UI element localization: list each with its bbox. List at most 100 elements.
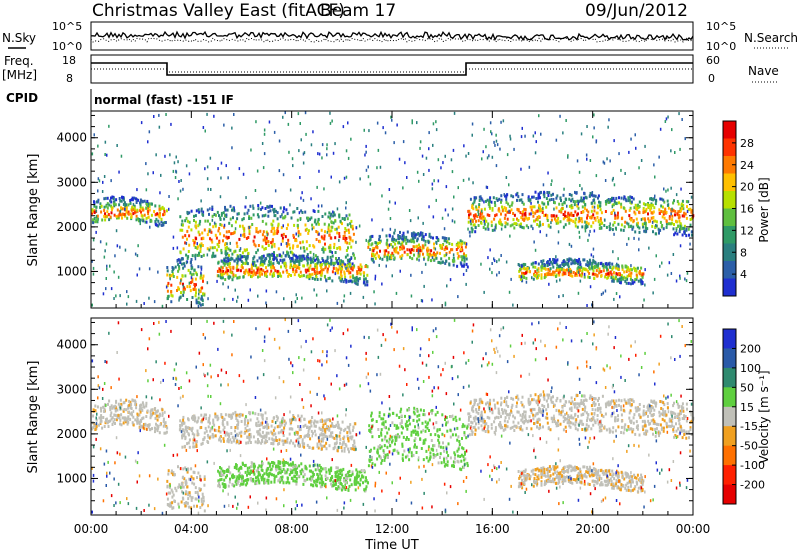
heatmap-cell <box>273 274 275 277</box>
heatmap-cell <box>587 269 589 273</box>
heatmap-cell <box>541 211 544 214</box>
heatmap-cell <box>457 243 460 247</box>
heatmap-cell <box>607 125 609 129</box>
heatmap-cell <box>322 444 325 448</box>
heatmap-cell <box>161 408 164 412</box>
heatmap-cell <box>455 248 458 251</box>
heatmap-cell <box>532 227 534 231</box>
heatmap-cell <box>675 219 677 223</box>
heatmap-cell <box>338 434 341 438</box>
heatmap-cell <box>474 196 477 200</box>
heatmap-cell <box>670 149 672 153</box>
heatmap-cell <box>583 196 585 200</box>
heatmap-cell <box>307 229 310 233</box>
heatmap-cell <box>362 475 365 479</box>
heatmap-cell <box>435 198 437 202</box>
heatmap-cell <box>312 252 315 256</box>
heatmap-cell <box>280 226 283 230</box>
heatmap-cell <box>182 284 185 288</box>
heatmap-cell <box>410 238 413 242</box>
heatmap-cell <box>557 230 560 234</box>
heatmap-cell <box>170 283 173 287</box>
heatmap-cell <box>379 165 382 169</box>
heatmap-cell <box>625 276 628 280</box>
heatmap-cell <box>185 481 188 485</box>
heatmap-cell <box>304 210 307 214</box>
heatmap-cell <box>155 422 157 426</box>
heatmap-cell <box>143 199 146 203</box>
heatmap-cell <box>223 297 226 301</box>
heatmap-cell <box>468 209 471 213</box>
heatmap-cell <box>186 501 189 505</box>
heatmap-cell <box>132 399 135 403</box>
heatmap-cell <box>465 242 468 246</box>
heatmap-cell <box>463 259 466 263</box>
heatmap-cell <box>445 240 448 244</box>
heatmap-cell <box>683 230 686 234</box>
heatmap-cell <box>314 254 317 258</box>
heatmap-cell <box>139 204 142 208</box>
heatmap-cell <box>298 149 300 153</box>
heatmap-cell <box>616 202 618 205</box>
heatmap-cell <box>301 240 304 244</box>
heatmap-cell <box>548 272 551 276</box>
heatmap-cell <box>295 464 298 468</box>
heatmap-cell <box>540 259 543 263</box>
heatmap-cell <box>280 423 283 427</box>
heatmap-cell <box>252 273 255 277</box>
heatmap-cell <box>319 477 322 481</box>
heatmap-cell <box>590 224 593 228</box>
heatmap-cell <box>488 200 491 204</box>
heatmap-cell <box>612 203 615 207</box>
heatmap-cell <box>550 221 552 225</box>
heatmap-cell <box>202 499 205 503</box>
heatmap-cell <box>193 214 195 218</box>
heatmap-cell <box>351 470 354 474</box>
heatmap-cell <box>308 244 311 248</box>
heatmap-cell <box>266 233 269 237</box>
heatmap-cell <box>494 225 497 229</box>
heatmap-cell <box>122 196 125 199</box>
heatmap-cell <box>523 267 526 271</box>
heatmap-cell <box>450 248 452 252</box>
heatmap-cell <box>500 198 503 202</box>
heatmap-cell <box>328 223 330 227</box>
heatmap-cell <box>654 219 657 223</box>
heatmap-cell <box>562 213 565 216</box>
heatmap-cell <box>282 442 285 446</box>
heatmap-cell <box>166 269 169 273</box>
heatmap-cell <box>335 466 338 470</box>
heatmap-cell <box>147 140 149 144</box>
heatmap-cell <box>263 235 266 239</box>
heatmap-cell <box>148 208 151 212</box>
heatmap-cell <box>319 485 322 489</box>
heatmap-cell <box>261 415 264 419</box>
heatmap-cell <box>627 225 630 229</box>
heatmap-cell <box>432 236 434 240</box>
heatmap-cell <box>330 175 332 179</box>
heatmap-cell <box>253 242 256 246</box>
heatmap-cell <box>572 259 575 263</box>
heatmap-cell <box>653 277 656 281</box>
heatmap-cell <box>175 489 178 493</box>
heatmap-cell <box>569 267 572 271</box>
heatmap-cell <box>118 170 120 174</box>
heatmap-cell <box>259 229 262 233</box>
heatmap-cell <box>231 126 233 130</box>
heatmap-cell <box>523 212 526 216</box>
heatmap-cell <box>348 241 351 245</box>
heatmap-cell <box>568 257 571 261</box>
heatmap-cell <box>589 215 591 219</box>
heatmap-cell <box>252 462 255 466</box>
heatmap-cell <box>550 183 552 186</box>
heatmap-cell <box>257 294 259 298</box>
heatmap-cell <box>222 261 225 265</box>
heatmap-cell <box>213 114 215 118</box>
heatmap-cell <box>213 423 216 427</box>
heatmap-cell <box>205 417 208 421</box>
heatmap-cell <box>347 121 349 125</box>
heatmap-cell <box>411 119 413 123</box>
heatmap-cell <box>221 266 224 270</box>
heatmap-cell <box>584 229 587 233</box>
heatmap-cell <box>255 469 258 473</box>
